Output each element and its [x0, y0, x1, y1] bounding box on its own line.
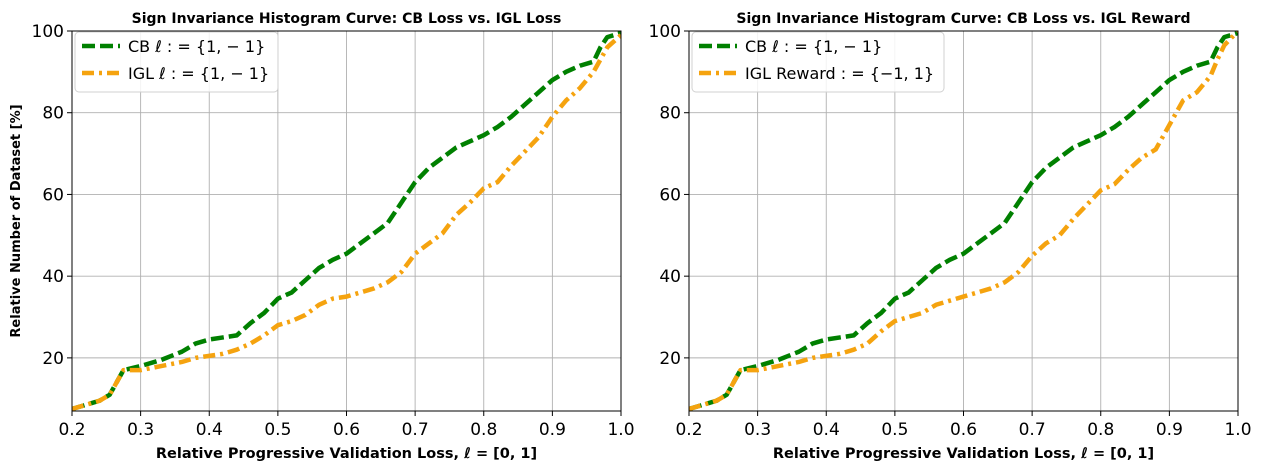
y-tick-label: 80 — [659, 104, 681, 124]
x-tick-label: 0.6 — [333, 420, 360, 440]
x-axis-label: Relative Progressive Validation Loss, ℓ … — [773, 446, 1154, 462]
x-tick-label: 0.2 — [58, 420, 85, 440]
y-tick-label: 100 — [32, 22, 64, 42]
series-group — [689, 31, 1238, 411]
x-tick-label: 0.9 — [539, 420, 566, 440]
left-chart-panel: 0.2 0.3 0.4 0.5 0.6 0.7 0.8 0.9 1.0 20 40 60 80 100 Si… — [9, 11, 635, 462]
series-group — [72, 31, 621, 411]
x-tick-label: 0.8 — [470, 420, 497, 440]
chart-title: Sign Invariance Histogram Curve: CB Loss… — [736, 11, 1190, 27]
x-tick-label: 0.7 — [402, 420, 429, 440]
y-tick-label: 40 — [659, 267, 681, 287]
y-tick-label: 40 — [42, 267, 64, 287]
legend-box — [74, 31, 279, 93]
x-tick-label: 0.6 — [950, 420, 977, 440]
x-tick-label: 0.8 — [1087, 420, 1114, 440]
y-tick-label: 80 — [42, 104, 64, 124]
x-tick-label: 0.2 — [675, 420, 702, 440]
igl-series-line — [72, 33, 621, 411]
x-tick-label: 0.7 — [1019, 420, 1046, 440]
legend-label: CB ℓ : = {1, − 1} — [745, 37, 882, 56]
x-tick-label: 0.5 — [264, 420, 291, 440]
legend-label: CB ℓ : = {1, − 1} — [128, 37, 265, 56]
x-tick-label: 0.4 — [813, 420, 840, 440]
x-tick-label: 0.9 — [1156, 420, 1183, 440]
y-axis-label: Relative Number of Dataset [%] — [9, 104, 24, 337]
x-tick-label: 0.3 — [744, 420, 771, 440]
x-tick-label: 1.0 — [1224, 420, 1251, 440]
grid-lines — [688, 30, 1239, 411]
x-tick-label: 0.4 — [196, 420, 223, 440]
legend: CB ℓ : = {1, − 1} IGL Reward : = {−1, 1} — [691, 31, 945, 93]
x-tick-label: 1.0 — [607, 420, 634, 440]
legend-label: IGL ℓ : = {1, − 1} — [128, 64, 269, 83]
y-tick-label: 60 — [659, 185, 681, 205]
y-tick-label: 60 — [42, 185, 64, 205]
legend-box — [691, 31, 945, 93]
x-tick-label: 0.5 — [881, 420, 908, 440]
x-tick-label: 0.3 — [127, 420, 154, 440]
right-chart-panel: 0.2 0.3 0.4 0.5 0.6 0.7 0.8 0.9 1.0 20 40 60 80 100 Si… — [649, 11, 1252, 462]
y-tick-label: 20 — [42, 349, 64, 369]
legend: CB ℓ : = {1, − 1} IGL ℓ : = {1, − 1} — [74, 31, 279, 93]
y-tick-label: 20 — [659, 349, 681, 369]
x-axis-label: Relative Progressive Validation Loss, ℓ … — [156, 446, 537, 462]
cb-loss-series-line — [72, 31, 621, 411]
igl-series-line — [689, 31, 1238, 411]
cb-loss-series-line — [689, 31, 1238, 411]
y-tick-label: 100 — [649, 22, 681, 42]
chart-title: Sign Invariance Histogram Curve: CB Loss… — [132, 11, 562, 27]
legend-label: IGL Reward : = {−1, 1} — [745, 64, 934, 83]
